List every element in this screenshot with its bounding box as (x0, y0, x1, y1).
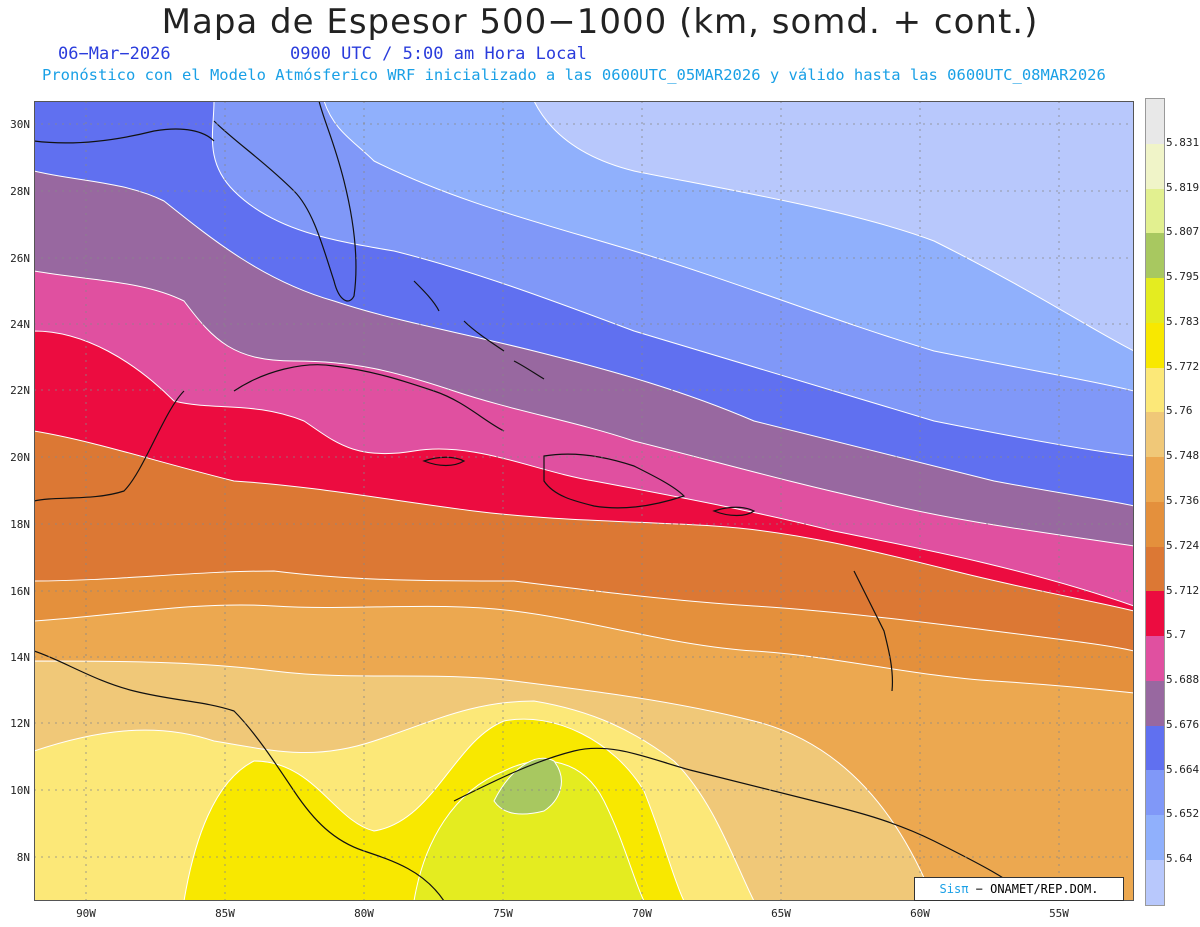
colorbar-swatch (1146, 188, 1164, 234)
lon-label-90w: 90W (76, 907, 96, 920)
colorbar-swatch (1146, 860, 1164, 905)
lat-lon-grid (34, 101, 1134, 901)
lon-label-65w: 65W (771, 907, 791, 920)
lon-label-85w: 85W (215, 907, 235, 920)
lat-label-20n: 20N (10, 451, 30, 464)
lon-label-60w: 60W (910, 907, 930, 920)
central-america (33, 650, 445, 902)
yucatan (33, 390, 185, 502)
lon-label-75w: 75W (493, 907, 513, 920)
jamaica (422, 456, 466, 467)
lat-label-30n: 30N (10, 118, 30, 131)
credit-text: − ONAMET/REP.DOM. (975, 882, 1099, 896)
lon-label-80w: 80W (354, 907, 374, 920)
colorbar-label: 5.724 (1166, 538, 1200, 552)
colorbar-swatch (1146, 815, 1164, 861)
cuba (233, 364, 505, 432)
colorbar-swatch (1146, 367, 1164, 413)
coastlines (33, 100, 1035, 902)
forecast-subtitle: Pronóstico con el Modelo Atmósferico WRF… (42, 66, 1106, 84)
credit-box: Sisπ − ONAMET/REP.DOM. (914, 877, 1124, 901)
colorbar-label: 5.783 (1166, 314, 1200, 328)
colorbar-swatch (1146, 636, 1164, 681)
forecast-date: 06−Mar−2026 (58, 44, 171, 64)
band-5807 (493, 757, 562, 815)
hispaniola (543, 453, 686, 509)
colorbar-label: 5.736 (1166, 494, 1200, 507)
colorbar-swatch (1146, 143, 1164, 189)
colorbar-label: 5.819 (1166, 180, 1200, 194)
colorbar-swatch (1146, 412, 1164, 458)
colorbar-label: 5.688 (1166, 673, 1200, 687)
lesser-antilles (853, 570, 894, 692)
colorbar-label: 5.7 (1166, 628, 1186, 642)
lat-label-14n: 14N (10, 651, 30, 664)
forecast-time: 0900 UTC / 5:00 am Hora Local (290, 44, 587, 64)
lat-label-16n: 16N (10, 585, 30, 598)
credit-brand: Sisπ (939, 882, 969, 896)
colorbar-swatch (1146, 278, 1164, 323)
colorbar-label: 5.64 (1166, 852, 1193, 866)
colorbar-swatch (1146, 501, 1164, 547)
lat-label-12n: 12N (10, 717, 30, 730)
colorbar-swatch (1146, 457, 1164, 502)
south-america (453, 747, 1035, 902)
map-svg (33, 100, 1135, 902)
colorbar-swatch (1146, 233, 1164, 279)
gulf-coast (33, 128, 215, 144)
colorbar-label: 5.795 (1166, 270, 1200, 284)
colorbar-label: 5.712 (1166, 583, 1200, 597)
colorbar-label: 5.664 (1166, 762, 1200, 776)
colorbar-swatch (1146, 322, 1164, 368)
colorbar-label: 5.772 (1166, 359, 1200, 373)
colorbar-swatch (1146, 546, 1164, 592)
lat-label-10n: 10N (10, 784, 30, 797)
puerto-rico (712, 506, 756, 517)
colorbar (1145, 98, 1165, 906)
lon-label-55w: 55W (1049, 907, 1069, 920)
colorbar-label: 5.676 (1166, 717, 1200, 731)
colorbar-label: 5.748 (1166, 449, 1200, 463)
colorbar-swatch (1146, 591, 1164, 637)
thickness-bands (33, 100, 1135, 902)
florida-peninsula (213, 100, 357, 302)
lat-label-8n: 8N (16, 851, 30, 864)
lon-label-70w: 70W (632, 907, 652, 920)
thickness-map (33, 100, 1135, 902)
colorbar-swatch (1146, 725, 1164, 771)
colorbar-label: 5.76 (1166, 404, 1193, 418)
map-title: Mapa de Espesor 500−1000 (km, somd. + co… (161, 2, 1039, 42)
colorbar-swatch (1146, 99, 1164, 144)
lat-label-24n: 24N (10, 318, 30, 331)
bahamas (413, 280, 545, 380)
lat-label-26n: 26N (10, 252, 30, 265)
colorbar-swatch (1146, 680, 1164, 726)
lat-label-18n: 18N (10, 518, 30, 531)
lat-label-22n: 22N (10, 384, 30, 397)
colorbar-swatch (1146, 770, 1164, 816)
lat-label-28n: 28N (10, 185, 30, 198)
colorbar-label: 5.807 (1166, 225, 1200, 239)
colorbar-label: 5.652 (1166, 807, 1200, 821)
colorbar-label: 5.831 (1166, 135, 1200, 149)
